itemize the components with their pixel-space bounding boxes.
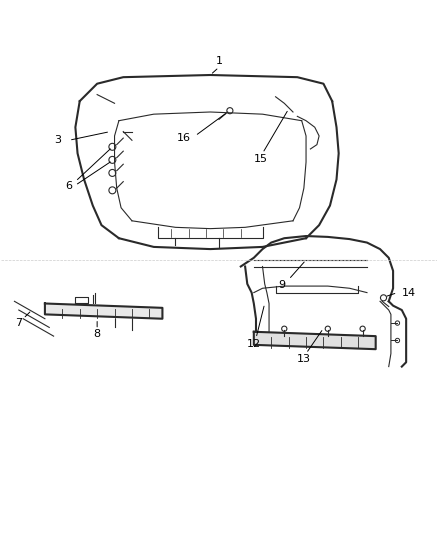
- Text: 13: 13: [297, 354, 311, 364]
- Text: 9: 9: [279, 280, 286, 290]
- Text: 8: 8: [94, 329, 101, 339]
- Text: 6: 6: [65, 181, 72, 191]
- Text: 15: 15: [253, 154, 267, 164]
- Text: 12: 12: [247, 339, 261, 349]
- Text: 1: 1: [215, 56, 223, 66]
- Polygon shape: [254, 332, 376, 349]
- Text: 16: 16: [177, 133, 191, 143]
- Text: 14: 14: [402, 288, 416, 297]
- Text: 7: 7: [15, 318, 22, 328]
- Text: 3: 3: [54, 135, 61, 146]
- Polygon shape: [45, 303, 162, 319]
